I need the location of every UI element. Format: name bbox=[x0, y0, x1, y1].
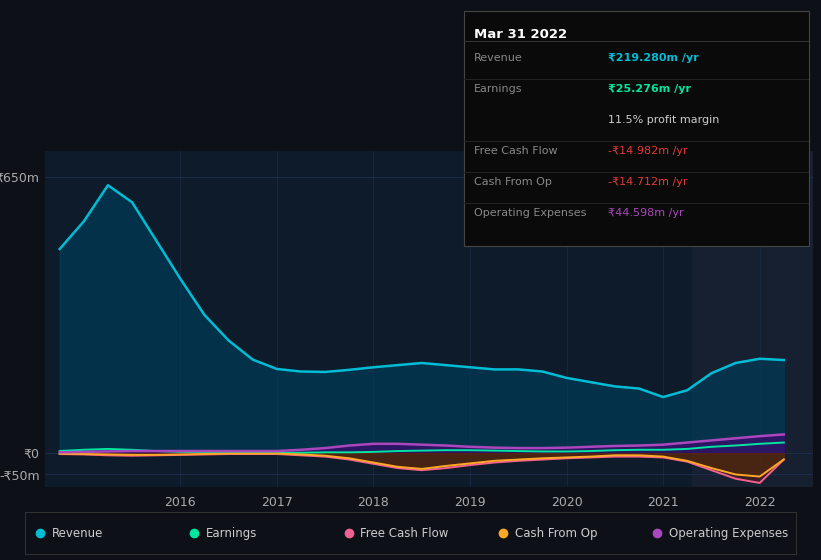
Text: ₹44.598m /yr: ₹44.598m /yr bbox=[608, 208, 683, 218]
Text: -₹14.982m /yr: -₹14.982m /yr bbox=[608, 146, 687, 156]
Text: Operating Expenses: Operating Expenses bbox=[474, 208, 586, 218]
Text: ₹219.280m /yr: ₹219.280m /yr bbox=[608, 53, 699, 63]
Text: Earnings: Earnings bbox=[206, 527, 257, 540]
Text: Operating Expenses: Operating Expenses bbox=[669, 527, 788, 540]
Text: Free Cash Flow: Free Cash Flow bbox=[474, 146, 557, 156]
Text: Revenue: Revenue bbox=[474, 53, 522, 63]
Text: Revenue: Revenue bbox=[52, 527, 103, 540]
Text: ₹25.276m /yr: ₹25.276m /yr bbox=[608, 84, 690, 94]
Bar bbox=[692, 151, 813, 487]
Text: -₹14.712m /yr: -₹14.712m /yr bbox=[608, 178, 687, 187]
Text: Mar 31 2022: Mar 31 2022 bbox=[474, 28, 566, 41]
Text: Earnings: Earnings bbox=[474, 84, 522, 94]
Text: Cash From Op: Cash From Op bbox=[515, 527, 597, 540]
Text: Free Cash Flow: Free Cash Flow bbox=[360, 527, 449, 540]
Text: Cash From Op: Cash From Op bbox=[474, 178, 552, 187]
Text: 11.5% profit margin: 11.5% profit margin bbox=[608, 115, 719, 125]
